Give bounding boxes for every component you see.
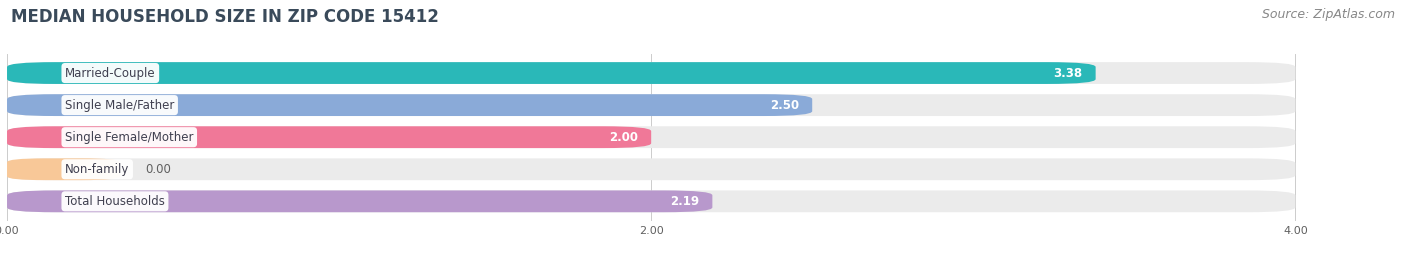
Text: Married-Couple: Married-Couple xyxy=(65,66,156,80)
Text: MEDIAN HOUSEHOLD SIZE IN ZIP CODE 15412: MEDIAN HOUSEHOLD SIZE IN ZIP CODE 15412 xyxy=(11,8,439,26)
FancyBboxPatch shape xyxy=(7,94,813,116)
FancyBboxPatch shape xyxy=(7,190,1295,212)
FancyBboxPatch shape xyxy=(7,190,713,212)
Text: Single Female/Mother: Single Female/Mother xyxy=(65,131,194,144)
FancyBboxPatch shape xyxy=(7,158,120,180)
FancyBboxPatch shape xyxy=(7,126,651,148)
FancyBboxPatch shape xyxy=(7,94,1295,116)
Text: Single Male/Father: Single Male/Father xyxy=(65,99,174,112)
FancyBboxPatch shape xyxy=(7,126,1295,148)
Text: Total Households: Total Households xyxy=(65,195,165,208)
Text: 2.50: 2.50 xyxy=(770,99,800,112)
Text: Source: ZipAtlas.com: Source: ZipAtlas.com xyxy=(1261,8,1395,21)
Text: 0.00: 0.00 xyxy=(146,163,172,176)
Text: 3.38: 3.38 xyxy=(1053,66,1083,80)
FancyBboxPatch shape xyxy=(7,158,1295,180)
Text: 2.19: 2.19 xyxy=(671,195,700,208)
FancyBboxPatch shape xyxy=(7,62,1095,84)
Text: Non-family: Non-family xyxy=(65,163,129,176)
Text: 2.00: 2.00 xyxy=(609,131,638,144)
FancyBboxPatch shape xyxy=(7,62,1295,84)
